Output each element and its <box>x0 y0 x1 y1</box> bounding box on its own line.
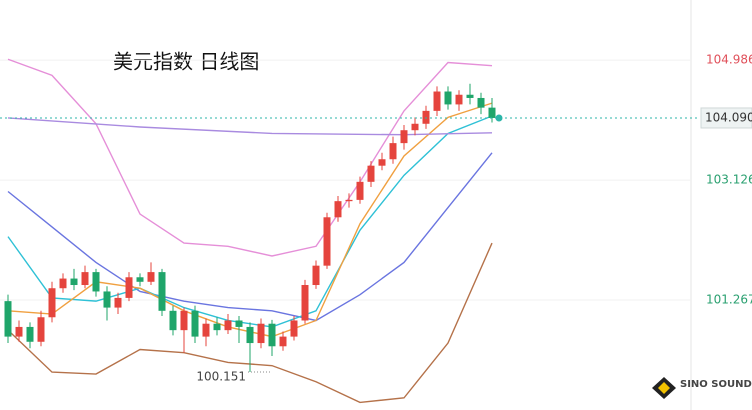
candle-body <box>48 288 56 318</box>
candle-body <box>15 326 23 337</box>
candle-body <box>444 91 452 105</box>
candle-body <box>114 297 122 308</box>
candle-body <box>378 159 386 166</box>
watermark: SINO SOUND <box>652 377 752 399</box>
candle-body <box>356 181 364 200</box>
candle-body <box>103 291 111 308</box>
candle-body <box>125 277 133 298</box>
candle-body <box>455 94 463 105</box>
watermark-logo-inner <box>658 382 670 394</box>
candle-body <box>389 143 397 160</box>
candle-body <box>246 326 254 344</box>
indicator-line <box>7 115 493 328</box>
candle-body <box>257 323 265 344</box>
annotation-label: 100.151 <box>196 370 246 384</box>
chart-title: 美元指数 日线图 <box>113 50 259 74</box>
candle-body <box>334 201 342 218</box>
candle-body <box>268 323 276 347</box>
candle-body <box>4 301 12 337</box>
candle-body <box>158 272 166 311</box>
candle-body <box>169 310 177 331</box>
current-price-box <box>700 107 752 129</box>
candle-body <box>59 278 67 289</box>
watermark-text: SINO SOUND <box>680 379 752 390</box>
indicator-line <box>7 102 493 338</box>
candle-body <box>488 107 496 118</box>
candle-body <box>191 310 199 337</box>
y-tick-label: 101.267 <box>706 293 752 307</box>
candle-body <box>290 320 298 337</box>
candle-body <box>312 265 320 286</box>
candle-body <box>37 317 45 342</box>
candle-body <box>26 326 34 342</box>
candle-body <box>180 310 188 331</box>
candle-body <box>422 110 430 124</box>
y-tick-label: 103.126 <box>706 173 752 187</box>
candle-body <box>323 217 331 266</box>
candle-body <box>433 91 441 111</box>
candle-body <box>279 336 287 347</box>
current-price-label: 104.090 <box>705 110 752 124</box>
candle-body <box>224 320 232 331</box>
y-tick-label: 104.986 <box>706 53 752 67</box>
candle-body <box>92 272 100 292</box>
indicator-line <box>7 117 493 136</box>
candle-body <box>400 130 408 144</box>
candle-body <box>466 94 474 98</box>
candle-body <box>136 277 144 282</box>
candle-body <box>301 285 309 321</box>
candle-body <box>477 97 485 108</box>
indicator-line <box>7 152 493 322</box>
candle-body <box>81 272 89 286</box>
candle-body <box>367 165 375 182</box>
candle-body <box>411 123 419 131</box>
candle-body <box>202 323 210 337</box>
indicator-line <box>7 58 493 257</box>
candle-body <box>345 199 353 202</box>
candle-body <box>70 278 78 286</box>
candle-body <box>147 272 155 282</box>
candle-body <box>213 323 221 331</box>
current-price-dot <box>495 114 503 122</box>
candle-body <box>235 320 243 327</box>
